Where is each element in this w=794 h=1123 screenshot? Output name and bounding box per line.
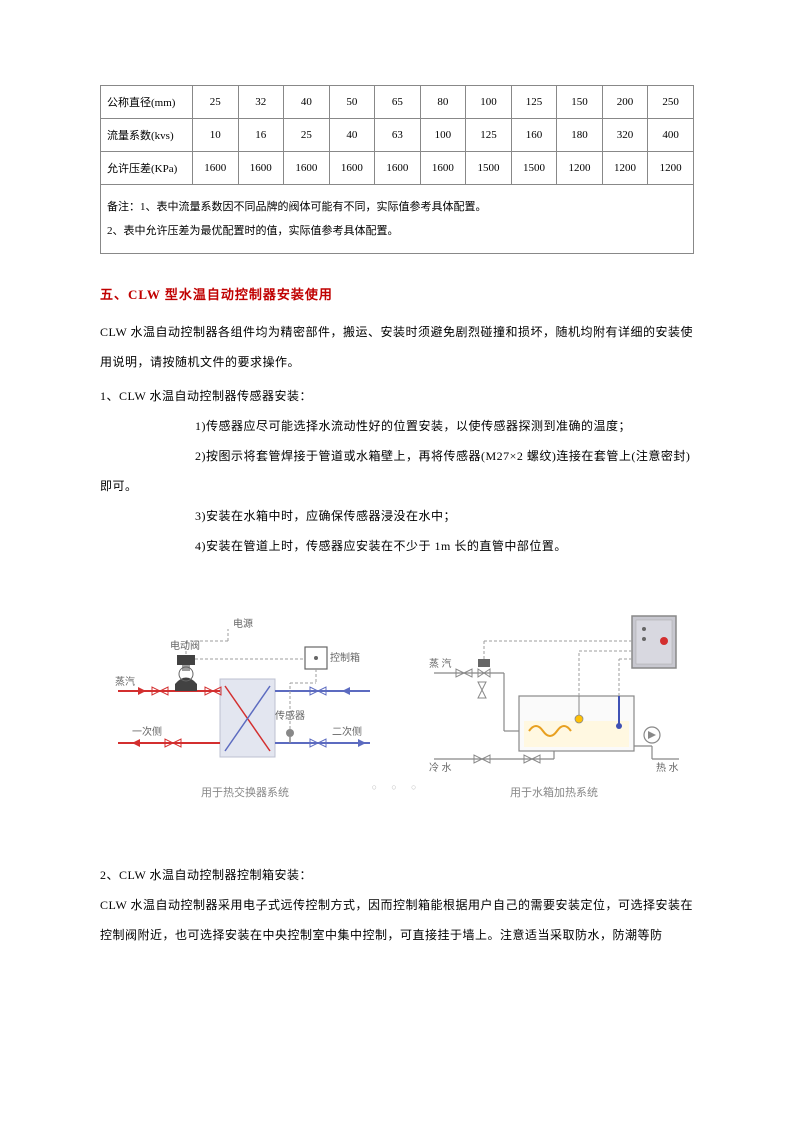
heat-exchanger-diagram: 电源 电动阀 控制箱 传感器 蒸汽 一次侧 二次侧	[110, 611, 380, 776]
table-note-row: 备注：1、表中流量系数因不同品牌的阀体可能有不同，实际值参考具体配置。 2、表中…	[101, 185, 694, 254]
motor-icon	[177, 655, 195, 665]
sub-item-1: 1)传感器应尽可能选择水流动性好的位置安装，以使传感器探测到准确的温度；	[100, 411, 694, 441]
table-cell: 32	[238, 86, 284, 119]
indicator-icon	[660, 637, 668, 645]
table-cell: 1600	[329, 152, 375, 185]
control-knob-icon	[314, 656, 318, 660]
item1-title: 1、CLW 水温自动控制器传感器安装：	[100, 381, 694, 411]
section5-intro: CLW 水温自动控制器各组件均为精密部件，搬运、安装时须避免剧烈碰撞和损坏，随机…	[100, 317, 694, 377]
table-row: 流量系数(kvs) 10 16 25 40 63 100 125 160 180…	[101, 119, 694, 152]
arrow-icon	[138, 687, 146, 695]
arrow-icon	[342, 687, 350, 695]
table-header-pressure: 允许压差(KPa)	[101, 152, 193, 185]
table-cell: 25	[284, 119, 330, 152]
table-cell: 400	[648, 119, 694, 152]
table-cell: 250	[648, 86, 694, 119]
table-row: 允许压差(KPa) 1600 1600 1600 1600 1600 1600 …	[101, 152, 694, 185]
table-cell: 25	[193, 86, 239, 119]
sub-item-4: 4)安装在管道上时，传感器应安装在不少于 1m 长的直管中部位置。	[100, 531, 694, 561]
pagination-dots-icon: ○ ○ ○	[372, 782, 423, 792]
arrow-icon	[132, 739, 140, 747]
sub-item-2: 2)按图示将套管焊接于管道或水箱壁上，再将传感器(M27×2 螺纹)连接在套管上…	[100, 441, 694, 471]
panel-dot-icon	[642, 637, 646, 641]
table-cell: 1200	[648, 152, 694, 185]
table-cell: 180	[557, 119, 603, 152]
table-cell: 125	[466, 119, 512, 152]
table-cell: 150	[557, 86, 603, 119]
table-cell: 1600	[375, 152, 421, 185]
table-cell: 1500	[466, 152, 512, 185]
table-cell: 80	[420, 86, 466, 119]
sensor-icon	[286, 729, 294, 737]
diagram-right-caption: 用于水箱加热系统	[510, 784, 598, 800]
table-cell: 160	[511, 119, 557, 152]
table-cell: 63	[375, 119, 421, 152]
table-cell: 200	[602, 86, 648, 119]
table-cell: 1600	[420, 152, 466, 185]
temp-bulb-icon	[616, 723, 622, 729]
table-cell: 320	[602, 119, 648, 152]
note-line2: 2、表中允许压差为最优配置时的值，实际值参考具体配置。	[107, 225, 399, 237]
diagram-right: 蒸 汽 冷 水 热 水 用于水箱加热系统	[424, 611, 684, 800]
label-steam2: 蒸 汽	[429, 657, 452, 670]
table-header-diameter: 公称直径(mm)	[101, 86, 193, 119]
arrow-icon	[358, 739, 366, 747]
label-cold: 冷 水	[429, 761, 452, 774]
table-cell: 1500	[511, 152, 557, 185]
panel-dot-icon	[642, 627, 646, 631]
section5-title: 五、CLW 型水温自动控制器安装使用	[100, 284, 694, 303]
sub-item-3: 3)安装在水箱中时，应确保传感器浸没在水中；	[100, 501, 694, 531]
label-power: 电源	[233, 617, 253, 630]
table-cell: 125	[511, 86, 557, 119]
note-line1: 备注：1、表中流量系数因不同品牌的阀体可能有不同，实际值参考具体配置。	[107, 201, 487, 213]
table-header-flow: 流量系数(kvs)	[101, 119, 193, 152]
diagram-area: 电源 电动阀 控制箱 传感器 蒸汽 一次侧 二次侧 用于热交换器系统 ○ ○ ○	[100, 611, 694, 800]
diagram-left: 电源 电动阀 控制箱 传感器 蒸汽 一次侧 二次侧 用于热交换器系统	[110, 611, 380, 800]
valve-icon	[478, 682, 486, 698]
table-cell: 1600	[238, 152, 284, 185]
table-cell: 40	[284, 86, 330, 119]
label-primary: 一次侧	[132, 725, 162, 738]
label-control: 控制箱	[330, 651, 360, 664]
table-cell: 65	[375, 86, 421, 119]
table-cell: 10	[193, 119, 239, 152]
item2-body: CLW 水温自动控制器采用电子式远传控制方式，因而控制箱能根据用户自己的需要安装…	[100, 890, 694, 950]
motor-icon	[478, 659, 490, 667]
table-cell: 1600	[284, 152, 330, 185]
label-steam: 蒸汽	[115, 675, 135, 688]
table-cell: 1600	[193, 152, 239, 185]
tank-heating-diagram: 蒸 汽 冷 水 热 水	[424, 611, 684, 776]
label-hot: 热 水	[656, 761, 679, 774]
label-secondary: 二次侧	[332, 725, 362, 738]
water-icon	[524, 721, 629, 747]
table-cell: 100	[420, 119, 466, 152]
label-sensor: 传感器	[275, 709, 305, 722]
table-cell: 1200	[557, 152, 603, 185]
item2-title: 2、CLW 水温自动控制器控制箱安装：	[100, 860, 694, 890]
table-cell: 16	[238, 119, 284, 152]
spec-table: 公称直径(mm) 25 32 40 50 65 80 100 125 150 2…	[100, 85, 694, 254]
float-icon	[575, 715, 583, 723]
sub-item-2-cont: 即可。	[100, 471, 694, 501]
table-cell: 50	[329, 86, 375, 119]
table-row: 公称直径(mm) 25 32 40 50 65 80 100 125 150 2…	[101, 86, 694, 119]
diagram-left-caption: 用于热交换器系统	[201, 784, 289, 800]
table-cell: 100	[466, 86, 512, 119]
table-cell: 1200	[602, 152, 648, 185]
valve-body-icon	[175, 678, 197, 692]
table-cell: 40	[329, 119, 375, 152]
table-note: 备注：1、表中流量系数因不同品牌的阀体可能有不同，实际值参考具体配置。 2、表中…	[101, 185, 694, 254]
pump-arrow-icon	[648, 731, 656, 739]
label-valve: 电动阀	[170, 639, 200, 652]
